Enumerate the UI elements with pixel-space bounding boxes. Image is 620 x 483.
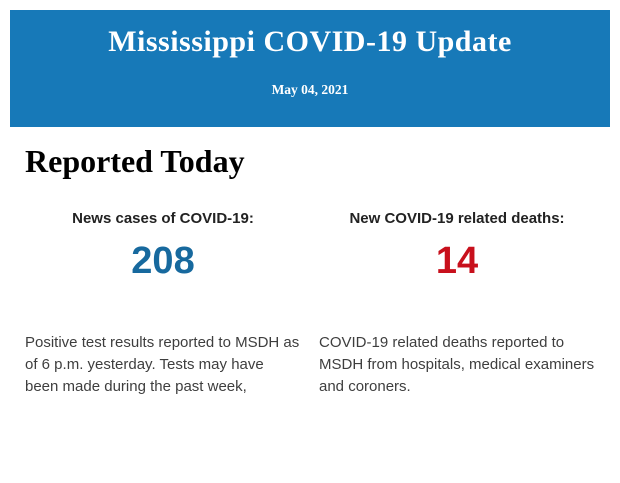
new-deaths-label: New COVID-19 related deaths: <box>349 210 565 227</box>
newsletter-title: Mississippi COVID-19 Update <box>108 25 512 58</box>
header-banner: Mississippi COVID-19 Update May 04, 2021 <box>10 10 610 127</box>
newsletter-date: May 04, 2021 <box>271 82 349 97</box>
new-deaths-description: COVID-19 related deaths reported to MSDH… <box>319 333 595 395</box>
stats-row: News cases of COVID-19: 208 Positive tes… <box>25 210 595 398</box>
new-cases-description: Positive test results reported to MSDH a… <box>25 333 300 395</box>
main-content: Reported Today News cases of COVID-19: 2… <box>25 127 595 398</box>
page-title: Reported Today <box>25 143 245 179</box>
stat-column-new-deaths: New COVID-19 related deaths: 14 COVID-19… <box>319 210 595 398</box>
new-cases-label: News cases of COVID-19: <box>72 210 254 227</box>
new-cases-value: 208 <box>131 240 195 282</box>
stat-column-new-cases: News cases of COVID-19: 208 Positive tes… <box>25 210 301 398</box>
new-deaths-value: 14 <box>435 240 479 282</box>
